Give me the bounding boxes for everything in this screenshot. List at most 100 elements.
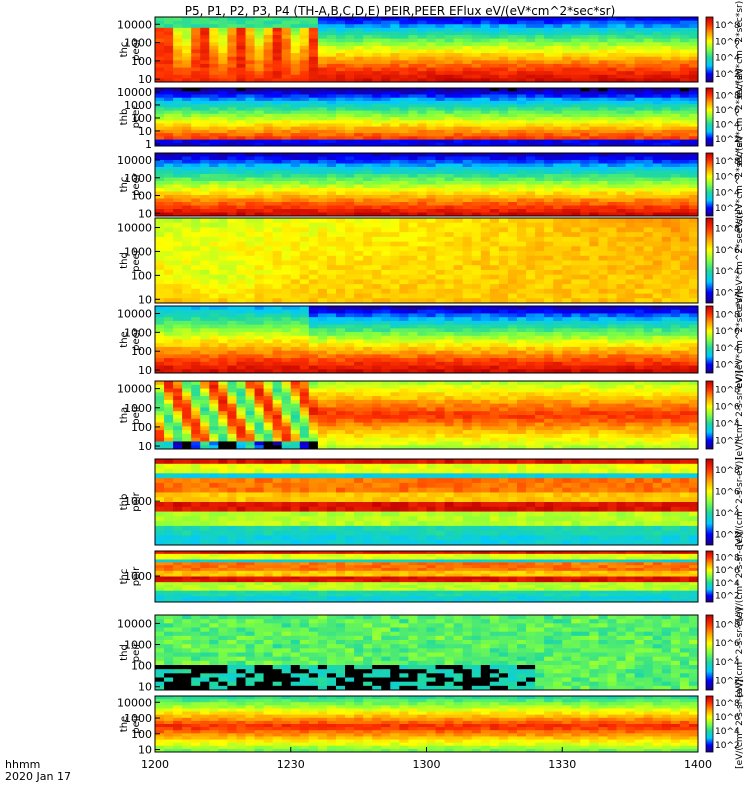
heat-cell (426, 346, 437, 352)
heat-cell (336, 38, 346, 43)
heat-cell (607, 198, 618, 203)
heat-cell (679, 38, 690, 43)
heat-cell (345, 156, 355, 161)
heat-cell (182, 188, 192, 192)
heat-cell (598, 136, 608, 141)
heat-cell (218, 35, 228, 40)
heat-cell (254, 246, 265, 252)
heat-cell (580, 156, 590, 161)
heat-cell (435, 317, 446, 322)
heat-cell (453, 284, 464, 290)
heat-cell (245, 269, 256, 276)
heat-cell (507, 78, 518, 83)
heat-cell (245, 313, 256, 318)
heat-cell (263, 354, 274, 359)
heat-cell (200, 74, 210, 79)
heat-cell (191, 56, 201, 61)
heat-cell (245, 24, 256, 29)
heat-cell (480, 202, 491, 206)
heat-cell (616, 188, 627, 192)
heat-cell (182, 139, 192, 144)
heat-cell (544, 60, 554, 65)
heat-cell (444, 274, 455, 280)
heat-cell (589, 27, 599, 32)
heat-cell (399, 74, 409, 79)
heat-cell (652, 63, 663, 69)
heat-cell (462, 170, 473, 175)
heat-cell (526, 218, 536, 224)
heat-cell (272, 107, 283, 112)
heat-cell (372, 205, 382, 210)
heat-cell (354, 265, 364, 271)
heat-cell (390, 136, 400, 141)
heat-cell (526, 251, 536, 257)
heat-cell (263, 298, 274, 304)
heat-cell (507, 260, 518, 266)
heat-cell (462, 53, 473, 58)
heat-cell (453, 42, 464, 47)
heat-cell (272, 53, 283, 58)
heat-cell (598, 49, 608, 54)
heat-cell (191, 160, 201, 164)
heat-cell (372, 117, 382, 121)
heat-cell (227, 195, 237, 199)
heat-cell (444, 205, 455, 210)
heat-cell (517, 27, 527, 32)
heat-cell (390, 104, 400, 108)
heat-cell (553, 71, 563, 76)
heat-cell (317, 309, 328, 314)
heat-cell (426, 60, 437, 65)
heat-cell (517, 113, 527, 118)
heat-cell (164, 328, 174, 333)
heat-cell (408, 324, 418, 329)
heat-cell (544, 91, 554, 95)
heat-cell (462, 167, 473, 171)
heat-cell (191, 113, 201, 118)
heat-cell (272, 255, 283, 261)
heat-cell (435, 156, 446, 161)
heat-cell (562, 274, 572, 280)
heat-cell (589, 88, 599, 92)
heat-cell (227, 113, 237, 118)
heat-cell (200, 107, 210, 112)
heat-cell (317, 361, 328, 367)
heat-cell (290, 222, 301, 228)
heat-cell (182, 136, 192, 141)
heat-cell (317, 129, 328, 134)
heat-cell (372, 123, 382, 128)
heat-cell (390, 212, 400, 217)
heat-cell (236, 126, 246, 131)
heat-cell (562, 104, 572, 108)
heat-cell (236, 42, 246, 47)
heat-cell (182, 100, 192, 105)
heat-cell (643, 100, 654, 105)
heat-cell (553, 113, 563, 118)
heat-cell (209, 209, 219, 213)
colorbar-tick-label: 10^8 (715, 225, 740, 235)
heat-cell (290, 174, 301, 178)
heat-cell (688, 167, 699, 171)
heat-cell (200, 88, 210, 92)
heat-cell (661, 153, 672, 157)
heat-cell (155, 365, 165, 370)
heat-cell (381, 328, 391, 333)
heat-cell (164, 174, 174, 178)
heat-cell (281, 251, 292, 257)
heat-cell (245, 232, 256, 238)
heat-cell (408, 139, 418, 144)
heat-cell (408, 24, 418, 29)
heat-cell (390, 123, 400, 128)
heat-cell (634, 174, 645, 178)
heat-cell (209, 78, 219, 83)
heat-cell (625, 184, 636, 189)
heat-cell (507, 91, 518, 95)
heat-cell (236, 365, 246, 370)
heat-cell (417, 71, 427, 76)
heat-cell (399, 191, 409, 196)
heat-cell (688, 251, 699, 257)
heat-cell (354, 177, 364, 182)
heat-cell (408, 358, 418, 363)
heat-cell (643, 184, 654, 189)
heat-cell (345, 251, 355, 257)
heat-cell (363, 91, 373, 95)
